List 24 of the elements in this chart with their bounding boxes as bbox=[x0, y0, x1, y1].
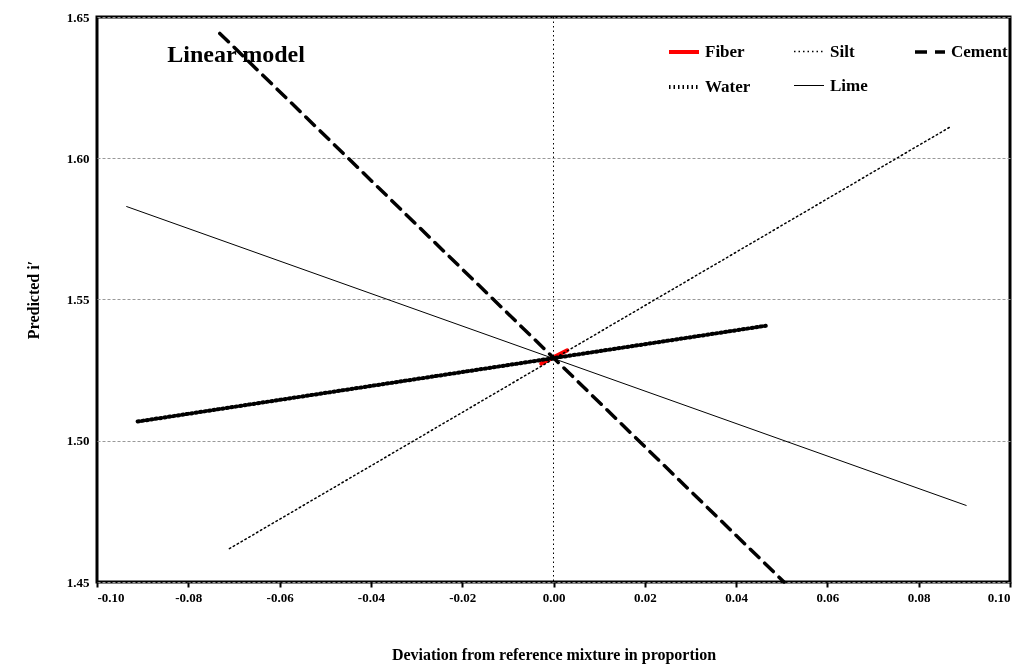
x-tick-label: 0.02 bbox=[633, 589, 657, 605]
x-tick-label: 0.00 bbox=[542, 589, 566, 605]
y-tick-label: 1.60 bbox=[66, 150, 90, 166]
legend-label: Fiber bbox=[705, 42, 746, 61]
x-tick-label: 0.04 bbox=[725, 589, 749, 605]
legend-label: Cement bbox=[951, 42, 1008, 61]
x-tick-label: -0.04 bbox=[357, 589, 386, 605]
text: Linear model bbox=[167, 41, 306, 67]
y-tick-label: 1.65 bbox=[66, 9, 90, 25]
y-axis-title: Predicted i′ bbox=[24, 260, 42, 340]
legend-label: Silt bbox=[830, 41, 855, 61]
x-axis-title: Deviation from reference mixture in proportion bbox=[391, 645, 717, 664]
legend-label: Lime bbox=[830, 75, 869, 95]
x-tick-label: 0.06 bbox=[816, 589, 840, 605]
y-tick-label: 1.45 bbox=[66, 574, 90, 590]
x-tick-label: -0.02 bbox=[449, 589, 477, 605]
legend-label: Water bbox=[705, 77, 751, 96]
y-tick-label: 1.55 bbox=[66, 292, 90, 307]
x-tick-label: 0.10 bbox=[987, 589, 1011, 605]
y-tick-label: 1.50 bbox=[66, 433, 90, 449]
x-tick-label: -0.08 bbox=[175, 589, 203, 605]
x-tick-label: -0.06 bbox=[266, 589, 295, 605]
x-tick-label: -0.10 bbox=[97, 589, 125, 605]
x-tick-label: 0.08 bbox=[907, 589, 932, 605]
